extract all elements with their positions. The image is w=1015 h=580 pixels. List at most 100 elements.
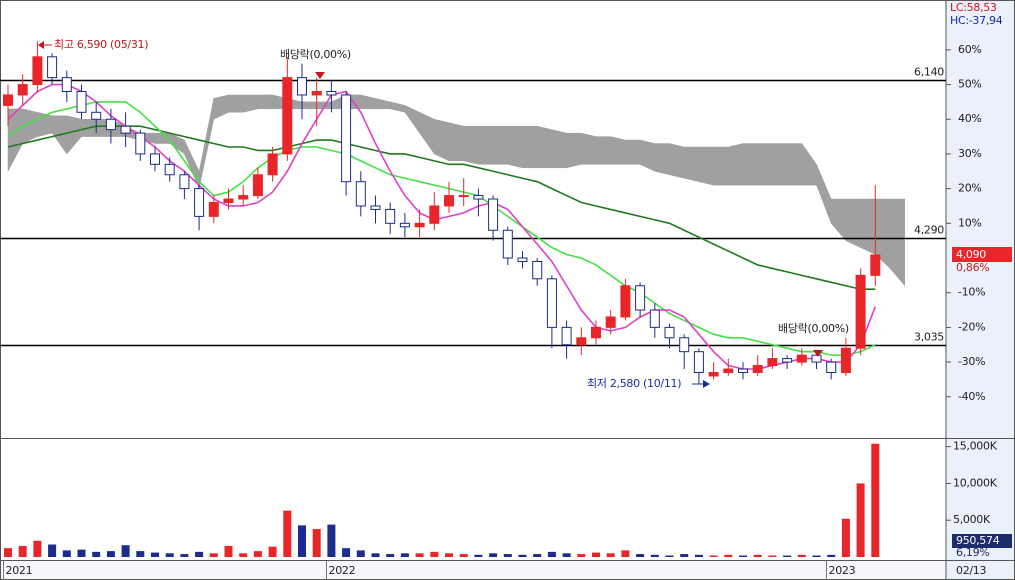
candle-body — [385, 208, 396, 224]
cloud-segment — [448, 122, 464, 162]
volume-bar — [783, 555, 792, 557]
candle-body — [649, 309, 660, 328]
volume-bar — [209, 553, 218, 557]
cloud-segment — [698, 146, 714, 186]
candle-body — [767, 358, 778, 367]
volume-bar — [356, 550, 365, 557]
right-axis-panel — [946, 0, 1015, 580]
volume-bar — [268, 546, 277, 557]
candle-body — [282, 77, 293, 155]
cloud-segment — [713, 146, 729, 186]
volume-bar — [312, 529, 321, 557]
volume-readout: 950,574 — [956, 534, 1000, 547]
y-tick-label: 10% — [958, 216, 982, 229]
volume-bar — [768, 555, 777, 557]
candle-body — [341, 94, 352, 183]
volume-bar — [812, 555, 821, 557]
x-tick-label: 2021 — [6, 564, 33, 577]
plot: 6,140 4,290 3,035 — [0, 41, 946, 557]
candle-body — [47, 56, 58, 79]
volume-bar — [283, 510, 292, 557]
arrow-head — [315, 72, 325, 79]
y-tick-label: -30% — [958, 355, 985, 368]
level-label: 3,035 — [914, 331, 944, 344]
volume-bar — [547, 551, 556, 557]
cloud-segment — [595, 136, 611, 165]
candle-body — [208, 202, 219, 217]
y-tick-label: 30% — [958, 147, 982, 160]
volume-bar — [459, 554, 468, 557]
candle-body — [414, 222, 425, 228]
level-label: 4,290 — [914, 224, 944, 237]
y-tick-label: 20% — [958, 182, 982, 195]
candle-body — [32, 56, 43, 86]
cloud-segment — [434, 118, 450, 162]
candle-body — [91, 111, 102, 120]
candle-body — [238, 195, 249, 200]
candle-body — [429, 205, 440, 224]
candle-body — [811, 354, 822, 363]
candle-body — [223, 198, 234, 204]
arrow-head — [813, 350, 823, 357]
candle-body — [576, 337, 587, 346]
price-readout: 4,090 — [956, 248, 986, 261]
candle-body — [179, 174, 190, 190]
volume-bar — [400, 553, 409, 557]
y-tick-label: 40% — [958, 112, 982, 125]
candle-body — [693, 351, 704, 373]
candle-body — [782, 358, 793, 363]
volume-bar — [18, 545, 27, 557]
candle-body — [267, 153, 278, 176]
volume-bar — [533, 554, 542, 557]
volume-bar — [77, 549, 86, 557]
volume-bar — [33, 540, 42, 557]
volume-bar — [430, 551, 439, 557]
high-annotation: 최고 6,590 (05/31) — [54, 38, 148, 51]
candle-body — [326, 90, 337, 96]
moving-average — [7, 125, 876, 291]
volume-bar — [636, 554, 645, 557]
volume-bar — [92, 551, 101, 557]
candle-body — [855, 274, 866, 349]
candle-body — [76, 90, 87, 113]
cloud-segment — [522, 125, 538, 169]
candle-body — [473, 195, 484, 200]
candle-body — [17, 84, 28, 96]
cloud-segment — [786, 143, 803, 186]
volume-bar — [253, 551, 262, 557]
y-tick-label: -20% — [958, 320, 985, 333]
volume-bar — [562, 553, 571, 557]
arrow-head — [703, 380, 710, 388]
volume-bar — [165, 553, 174, 557]
moving-average — [7, 101, 876, 356]
cloud-segment — [625, 139, 641, 165]
volume-bar — [180, 554, 189, 557]
candle-body — [605, 316, 616, 328]
volume-bar — [753, 554, 762, 557]
volume-bar — [856, 483, 865, 557]
cloud-segment — [228, 94, 244, 113]
x-tick-label: 2022 — [329, 564, 356, 577]
candle-body — [135, 132, 146, 155]
volume-bar — [386, 554, 395, 557]
cloud-segment — [669, 143, 685, 179]
candle-body — [591, 326, 601, 339]
dividend-annotation: 배당락(0,00%) — [280, 48, 351, 61]
cloud-segment — [257, 94, 273, 110]
candle-body — [297, 77, 307, 96]
candle-body — [723, 368, 734, 373]
volume-bar — [841, 518, 850, 557]
candle-body — [311, 90, 322, 96]
volume-bar — [724, 554, 733, 557]
cloud-segment — [492, 125, 509, 165]
candle-body — [488, 198, 499, 231]
candle-body — [561, 326, 572, 346]
cloud-segment — [845, 198, 861, 248]
arrow-head — [38, 41, 44, 49]
volume-bar — [694, 554, 703, 557]
volume-bar — [62, 550, 71, 557]
candle-body — [546, 278, 557, 328]
volume-bar — [709, 555, 718, 557]
candle-body — [370, 205, 381, 210]
